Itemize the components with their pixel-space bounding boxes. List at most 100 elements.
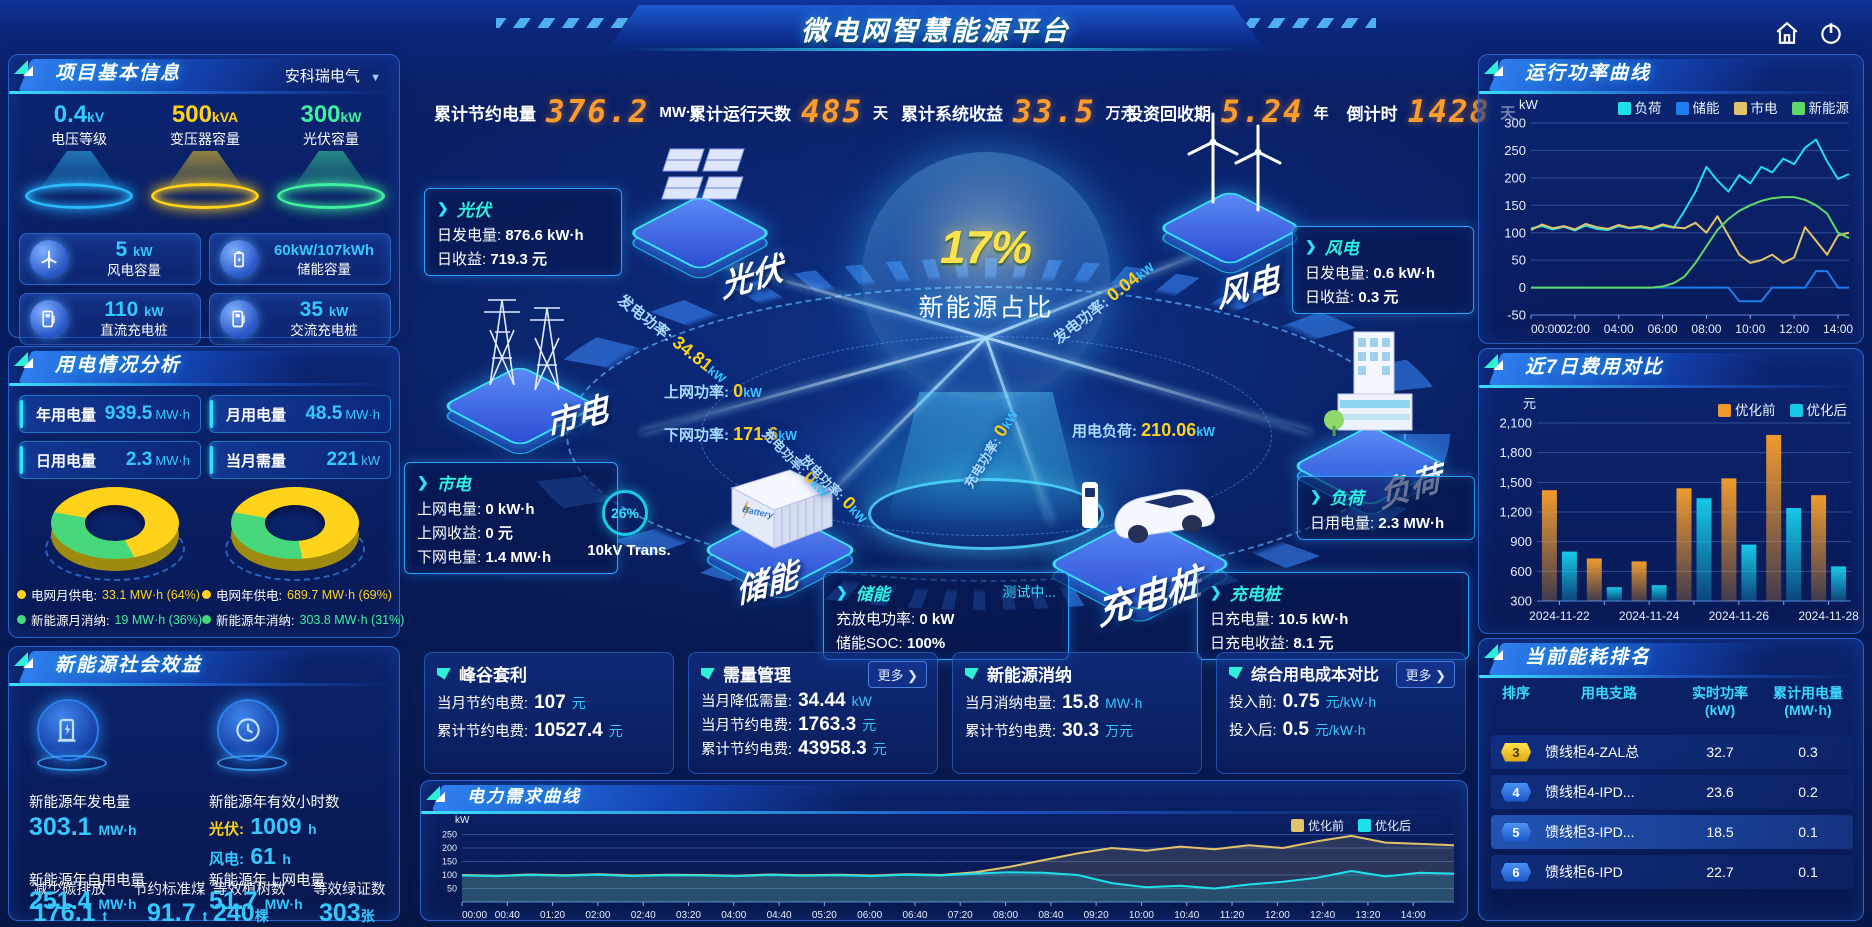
cost-legend: 优化前 优化后 [1718, 399, 1847, 419]
legend-label: 新能源月消纳: [31, 614, 110, 628]
chevron-right-icon: ❯ [1305, 238, 1317, 254]
realtime-power: 23.6 [1706, 784, 1734, 800]
demand-mgmt-more-button[interactable]: 更多 ❯ [868, 661, 927, 688]
legend-item[interactable]: 负荷 [1617, 97, 1662, 117]
month-donut-chart [45, 487, 185, 581]
table-row[interactable]: 3 馈线柜4-ZAL总 32.7 0.3 [1491, 735, 1853, 769]
card-corner-icon [701, 667, 715, 680]
spotlight-cone [36, 151, 122, 195]
grid-node[interactable] [430, 299, 610, 460]
demand-mgmt-card: 需量管理 更多 ❯ 当月降低需量: 34.44 kW 当月节约电费: 1763.… [688, 652, 938, 774]
legend-item[interactable]: 优化后 [1789, 399, 1847, 419]
storage-info-box: ❯ 储能 测试中... 充放电功率: 0 kW 储能SOC: 100% [823, 572, 1069, 660]
svg-text:250: 250 [1504, 143, 1526, 158]
legend-item[interactable]: 储能 [1675, 97, 1720, 117]
col-branch: 用电支路 [1581, 685, 1637, 701]
rank-badge: 5 [1501, 822, 1531, 842]
pv-info-title: 光伏 [456, 201, 491, 220]
ongrid-value: 51.7 MW·h [209, 887, 303, 915]
legend-item[interactable]: 新能源 [1791, 97, 1849, 117]
center-base-ring [868, 478, 1104, 550]
gen-value: 303.1 MW·h [29, 813, 137, 841]
power-button[interactable] [1814, 16, 1848, 50]
hours-label: 新能源年有效小时数 [209, 795, 340, 811]
stat-value: 5 [115, 238, 128, 261]
stat-value: 500 [171, 101, 212, 128]
kpi-unit: 万元 [1105, 104, 1136, 122]
svg-text:12:00: 12:00 [1779, 322, 1809, 336]
company-select[interactable]: 安科瑞电气 ▼ [279, 63, 387, 88]
charger-node[interactable] [1030, 470, 1250, 625]
svg-text:10:00: 10:00 [1735, 322, 1765, 336]
table-row[interactable]: 4 馈线柜4-IPD... 23.6 0.2 [1491, 775, 1853, 809]
ac-charger-icon [220, 300, 258, 338]
title-left-decoration [496, 18, 646, 28]
svg-text:2024-11-26: 2024-11-26 [1709, 609, 1770, 623]
cost-compare-panel: 近7日费用对比 元 优化前 优化后 300 600 900 1,200 1,500 1,8… [1478, 348, 1864, 634]
kpi-label: 投资回收期 [1126, 104, 1211, 124]
stat-value: 2.3 [125, 449, 153, 470]
from-grid-power-flow: 下网功率: 171.6kW [664, 424, 797, 444]
clock-icon [217, 699, 279, 761]
svg-text:2024-11-24: 2024-11-24 [1619, 609, 1680, 623]
legend-item[interactable]: 优化后 [1357, 817, 1411, 834]
dc-charger-icon [30, 300, 68, 338]
pv-capacity-stat: 300kW 光伏容量 [271, 101, 391, 209]
legend-swatch [1718, 404, 1731, 417]
svg-text:900: 900 [1510, 534, 1532, 549]
home-button[interactable] [1770, 16, 1804, 50]
ac-charger-card: 35 kW 交流充电桩 [209, 293, 391, 345]
table-row[interactable]: 6 馈线柜6-IPD 22.7 0.1 [1491, 855, 1853, 889]
legend-item[interactable]: 新能源月消纳: 19 MW·h (36%) [17, 610, 202, 629]
legend-label: 新能源年消纳: [216, 614, 295, 628]
kpi-saved-energy: 累计节约电量 376.2 MW·h [420, 84, 700, 140]
legend-item[interactable]: 电网年供电: 689.7 MW·h (69%) [202, 585, 404, 604]
wind-node[interactable] [1150, 112, 1310, 280]
solar-panels-icon [661, 148, 745, 200]
stat-value: 221 [326, 449, 359, 470]
svg-text:14:00: 14:00 [1401, 910, 1426, 919]
storage-status: 测试中... [1002, 584, 1056, 600]
stat-label: 光伏容量 [303, 131, 359, 147]
demand-curve-chart[interactable]: 50 100 150 200 250 00:00 00:40 01:20 02:00 02:40 0… [426, 817, 1462, 919]
spotlight-cone [162, 151, 248, 195]
panel-corner-icon [14, 352, 38, 372]
kpi-value: 1428 [1407, 94, 1491, 130]
day-usage-stat: 日用电量 2.3 MW·h [19, 441, 201, 479]
panel-corner-icon [14, 652, 38, 672]
self-use-label: 新能源年自用电量 [29, 873, 145, 889]
legend-item[interactable]: 优化前 [1290, 817, 1344, 834]
project-info-panel: 项目基本信息 安科瑞电气 ▼ 0.4kV 电压等级 500kVA 变压器容量 3… [8, 54, 400, 345]
legend-item[interactable]: 优化前 [1718, 399, 1776, 419]
legend-item[interactable]: 市电 [1733, 97, 1778, 117]
company-select-value: 安科瑞电气 [284, 68, 360, 85]
cost-compare-chart[interactable]: 300 600 900 1,200 1,500 1,800 2,100 2024-11-22 2… [1485, 413, 1859, 631]
table-row[interactable]: 5 馈线柜3-IPD... 18.5 0.1 [1491, 815, 1853, 849]
svg-text:04:00: 04:00 [1604, 322, 1634, 336]
building-icon [1324, 331, 1413, 436]
svg-text:200: 200 [442, 843, 457, 853]
svg-text:12:00: 12:00 [1265, 910, 1290, 919]
branch-name: 馈线柜3-IPD... [1545, 824, 1635, 840]
load-node[interactable] [1280, 331, 1460, 520]
usage-analysis-panel: 用电情况分析 年用电量 939.5 MW·h 月用电量 48.5 MW·h 日用电量 2.… [8, 346, 404, 638]
card-corner-icon [1229, 667, 1243, 679]
svg-text:04:00: 04:00 [721, 910, 746, 919]
chevron-down-icon: ▼ [370, 72, 381, 84]
storage-node[interactable]: Battery [690, 469, 870, 602]
cost-compare-more-button[interactable]: 更多 ❯ [1396, 661, 1455, 688]
svg-text:150: 150 [1504, 198, 1526, 213]
kpi-label: 累计运行天数 [689, 104, 791, 124]
panel-corner-icon [1484, 354, 1508, 374]
legend-item[interactable]: 电网月供电: 33.1 MW·h (64%) [17, 585, 202, 604]
self-use-value: 251.4 MW·h [29, 887, 137, 915]
kpi-bar: 累计节约电量 376.2 MW·h 累计运行天数 485 天 累计系统收益 33… [420, 84, 1515, 140]
ranking-table-header: 排序 用电支路 实时功率 (kW) 累计用电量 (MW·h) [1491, 685, 1853, 719]
legend-item[interactable]: 新能源年消纳: 303.8 MW·h (31%) [202, 610, 404, 629]
col-power: 实时功率 (kW) [1692, 685, 1748, 718]
branch-name: 馈线柜4-IPD... [1545, 784, 1635, 800]
pv-node[interactable] [620, 148, 780, 285]
renewable-percentage-label: 新能源占比 [918, 294, 1054, 322]
branch-name: 馈线柜6-IPD [1545, 864, 1623, 880]
